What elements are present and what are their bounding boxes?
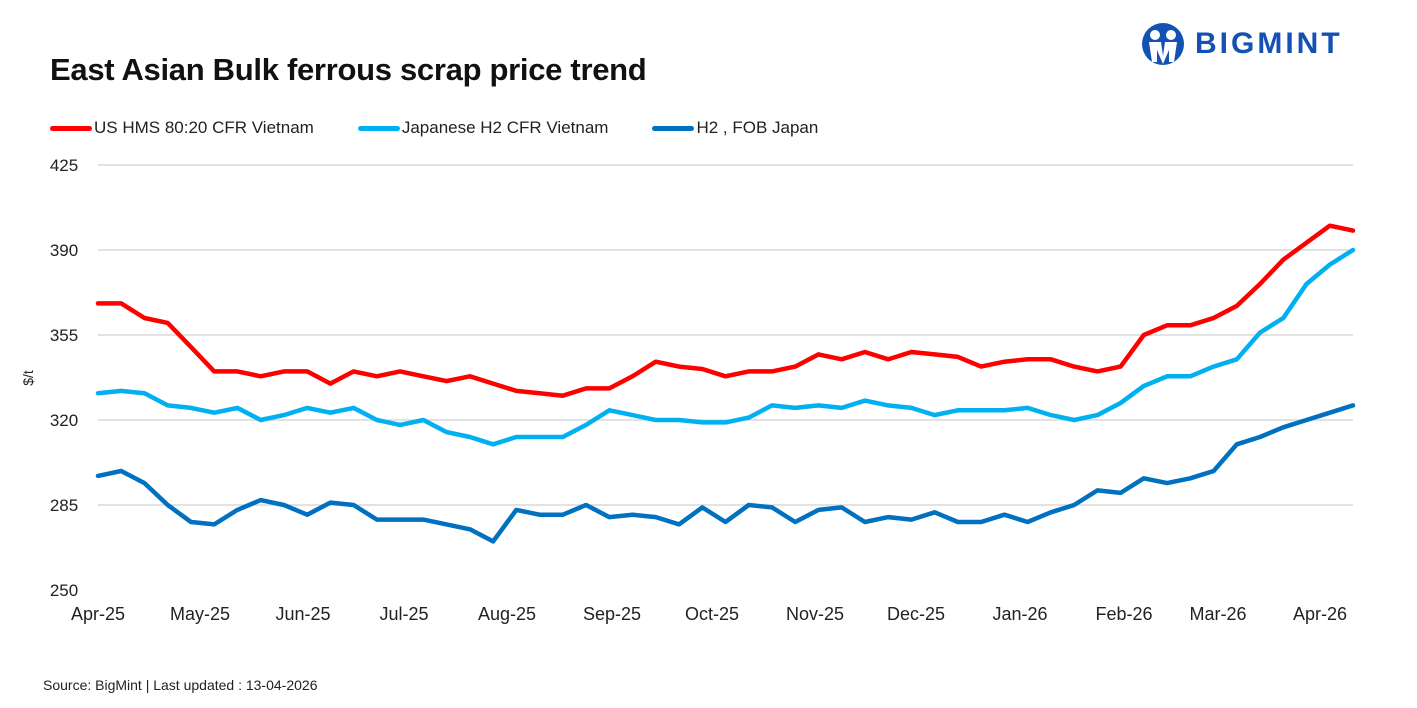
series-line bbox=[95, 403, 1356, 544]
source-note: Source: BigMint | Last updated : 13-04-2… bbox=[43, 677, 318, 693]
y-tick-label: 250 bbox=[50, 581, 78, 600]
y-tick-label: 355 bbox=[50, 326, 78, 345]
legend-label: H2 , FOB Japan bbox=[696, 118, 819, 137]
x-tick-label: Apr-26 bbox=[1293, 604, 1347, 624]
x-tick-label: Feb-26 bbox=[1095, 604, 1152, 624]
legend: US HMS 80:20 CFR Vietnam Japanese H2 CFR… bbox=[50, 118, 862, 138]
legend-swatch bbox=[652, 125, 695, 131]
y-tick-label: 425 bbox=[50, 156, 78, 175]
y-tick-label: 320 bbox=[50, 411, 78, 430]
bigmint-logo: BIGMINT bbox=[1141, 22, 1343, 66]
x-tick-label: Aug-25 bbox=[478, 604, 536, 624]
y-tick-label: 390 bbox=[50, 241, 78, 260]
series-line bbox=[95, 247, 1356, 447]
x-tick-label: May-25 bbox=[170, 604, 230, 624]
legend-item: H2 , FOB Japan bbox=[652, 118, 818, 138]
y-tick-label: 285 bbox=[50, 496, 78, 515]
legend-item: US HMS 80:20 CFR Vietnam bbox=[50, 118, 314, 138]
y-axis-label: $/t bbox=[20, 370, 36, 386]
x-tick-label: Jan-26 bbox=[992, 604, 1047, 624]
chart-title: East Asian Bulk ferrous scrap price tren… bbox=[50, 52, 647, 87]
x-tick-label: Jun-25 bbox=[275, 604, 330, 624]
x-tick-label: Mar-26 bbox=[1189, 604, 1246, 624]
x-tick-label: Apr-25 bbox=[71, 604, 125, 624]
x-tick-label: Jul-25 bbox=[379, 604, 428, 624]
legend-swatch bbox=[357, 125, 400, 131]
series-line bbox=[95, 223, 1356, 398]
x-tick-label: Sep-25 bbox=[583, 604, 641, 624]
x-tick-label: Dec-25 bbox=[887, 604, 945, 624]
x-tick-label: Nov-25 bbox=[786, 604, 844, 624]
x-tick-label: Oct-25 bbox=[685, 604, 739, 624]
bigmint-people-icon bbox=[1142, 23, 1184, 65]
legend-label: Japanese H2 CFR Vietnam bbox=[401, 118, 609, 137]
legend-swatch bbox=[50, 125, 92, 131]
legend-label: US HMS 80:20 CFR Vietnam bbox=[94, 118, 314, 137]
logo-text: BIGMINT bbox=[1195, 27, 1343, 60]
legend-item: Japanese H2 CFR Vietnam bbox=[357, 118, 609, 138]
